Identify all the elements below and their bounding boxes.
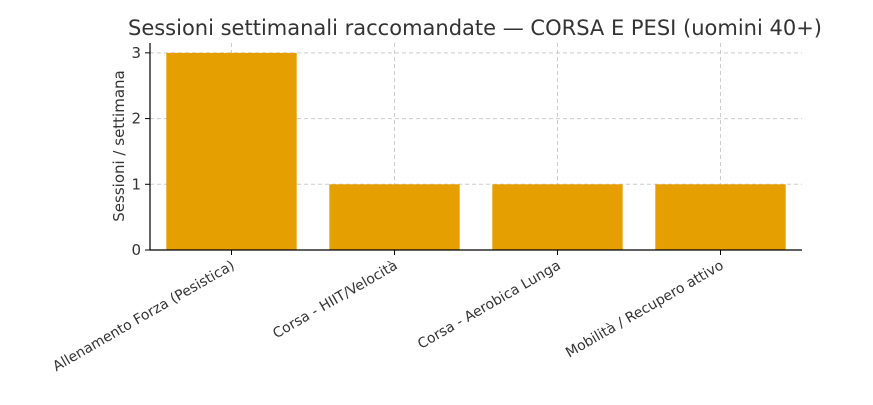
axes bbox=[149, 43, 802, 251]
y-axis-label: Sessioni / settimana bbox=[110, 70, 128, 221]
bars bbox=[166, 52, 786, 250]
bar bbox=[166, 52, 297, 250]
chart-title: Sessioni settimanali raccomandate — CORS… bbox=[128, 16, 822, 40]
x-tick-label: Allenamento Forza (Pesistica) bbox=[50, 258, 237, 375]
y-tick-label: 1 bbox=[131, 175, 141, 193]
y-tick-label: 3 bbox=[131, 44, 141, 62]
x-tick-label: Corsa - Aerobica Lunga bbox=[415, 258, 563, 353]
bar bbox=[329, 184, 460, 250]
bar bbox=[655, 184, 786, 250]
x-tick-label: Corsa - HIIT/Velocità bbox=[270, 258, 400, 342]
x-tick-label: Mobilità / Recupero attivo bbox=[563, 258, 726, 362]
y-tick-label: 2 bbox=[131, 110, 141, 128]
bar bbox=[492, 184, 623, 250]
y-tick-label: 0 bbox=[131, 241, 141, 259]
